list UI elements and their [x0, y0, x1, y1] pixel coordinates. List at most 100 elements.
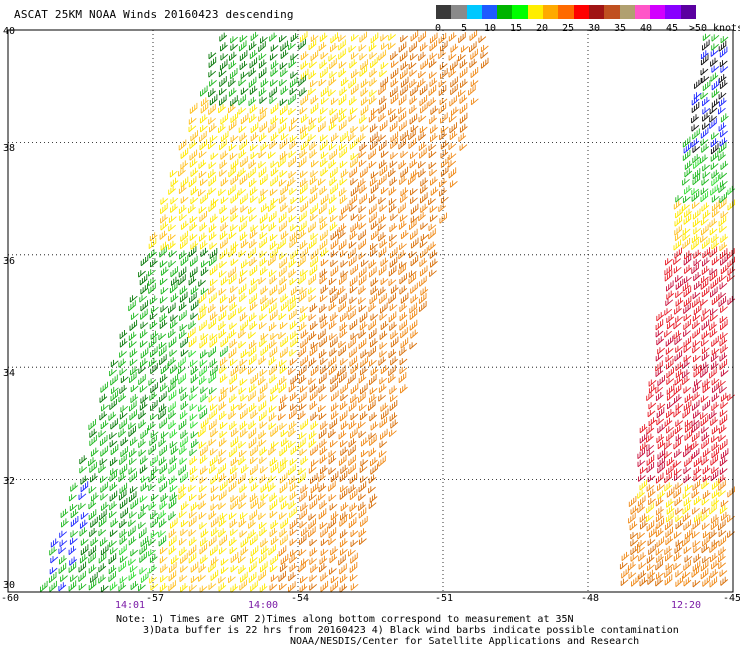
wind-barb — [118, 582, 127, 592]
wind-barb — [709, 529, 717, 539]
wind-barb — [666, 430, 674, 442]
wind-barb — [188, 176, 197, 188]
wind-barb — [691, 234, 700, 244]
wind-barb — [140, 321, 149, 330]
wind-barb — [239, 420, 248, 431]
wind-barb — [691, 399, 700, 411]
wind-barb — [300, 502, 308, 512]
wind-barb — [398, 372, 407, 384]
wind-barb — [330, 32, 339, 44]
wind-barb — [68, 545, 77, 556]
wind-barb — [248, 340, 257, 350]
wind-barb — [330, 112, 338, 124]
wind-barb — [168, 545, 177, 555]
wind-barb — [428, 241, 437, 251]
wind-barb — [378, 113, 387, 123]
wind-barb — [289, 554, 298, 564]
wind-barb — [673, 487, 682, 499]
wind-barb — [139, 385, 148, 393]
wind-barb — [389, 303, 398, 312]
wind-barb — [149, 295, 158, 305]
wind-barb — [339, 574, 348, 584]
wind-barb — [228, 512, 237, 520]
wind-barb — [320, 284, 329, 295]
wind-barb — [389, 113, 398, 123]
wind-barb — [330, 410, 339, 420]
wind-barb — [280, 553, 289, 565]
wind-barb — [220, 113, 229, 125]
wind-barb — [269, 492, 278, 502]
wind-barb — [399, 303, 408, 313]
wind-barb — [140, 308, 148, 320]
wind-barb — [248, 437, 257, 449]
wind-barb — [220, 387, 229, 395]
wind-barb — [80, 475, 89, 485]
wind-barb — [400, 61, 409, 71]
wind-barb — [718, 198, 727, 210]
wind-barb — [248, 345, 257, 357]
wind-barb — [368, 328, 377, 340]
wind-barb — [693, 258, 702, 267]
wind-barb — [719, 414, 728, 426]
wind-barb — [320, 580, 329, 592]
wind-barb — [692, 560, 701, 572]
wind-barb — [318, 413, 327, 421]
wind-barb — [368, 486, 376, 494]
wind-barb — [693, 304, 702, 316]
wind-barb — [299, 312, 308, 323]
wind-barb — [368, 259, 377, 269]
wind-barb — [349, 166, 358, 178]
wind-barb — [230, 285, 238, 294]
wind-barb — [430, 258, 438, 268]
wind-barb — [188, 544, 197, 556]
wind-barb — [129, 372, 137, 384]
wind-barb — [309, 547, 318, 557]
wind-barb — [646, 425, 655, 435]
wind-barb — [389, 429, 397, 438]
wind-barb — [358, 501, 366, 512]
wind-barb — [198, 309, 206, 321]
wind-barb — [701, 224, 709, 236]
wind-barb — [691, 263, 700, 275]
wind-barb — [149, 564, 157, 574]
wind-barb — [310, 342, 319, 350]
wind-barb — [169, 492, 178, 502]
wind-barb — [348, 549, 356, 557]
wind-barb — [630, 544, 639, 556]
wind-barb — [139, 295, 148, 303]
wind-barb — [331, 390, 339, 402]
wind-barb — [709, 328, 718, 338]
wind-barb — [673, 438, 682, 450]
wind-barb — [230, 365, 239, 377]
wind-barb — [259, 107, 268, 115]
wind-barb — [369, 374, 377, 386]
wind-barb — [218, 329, 227, 339]
wind-barb — [299, 287, 308, 295]
wind-barb — [199, 320, 207, 332]
wind-barb — [400, 384, 408, 394]
wind-barb — [109, 440, 118, 448]
wind-barb — [270, 574, 279, 583]
wind-barb — [158, 437, 167, 448]
wind-barb — [666, 290, 675, 300]
wind-barb — [298, 561, 307, 573]
wind-barb — [700, 154, 708, 164]
wind-barb — [646, 520, 655, 532]
wind-barb — [449, 122, 458, 134]
colorbar-swatch — [634, 5, 651, 19]
wind-barb — [289, 392, 298, 402]
wind-barb — [370, 277, 379, 287]
wind-barb — [249, 493, 258, 503]
wind-barb — [160, 305, 169, 313]
wind-barb — [179, 213, 187, 222]
wind-barb — [200, 193, 209, 205]
wind-barb — [369, 412, 378, 422]
wind-barb — [319, 203, 327, 215]
wind-barb — [682, 369, 690, 379]
wind-barb-layer — [40, 29, 736, 593]
wind-barb — [99, 509, 107, 521]
wind-barb — [200, 445, 208, 457]
wind-barb — [269, 528, 278, 538]
wind-barb — [140, 428, 149, 440]
wind-barb — [720, 65, 729, 73]
